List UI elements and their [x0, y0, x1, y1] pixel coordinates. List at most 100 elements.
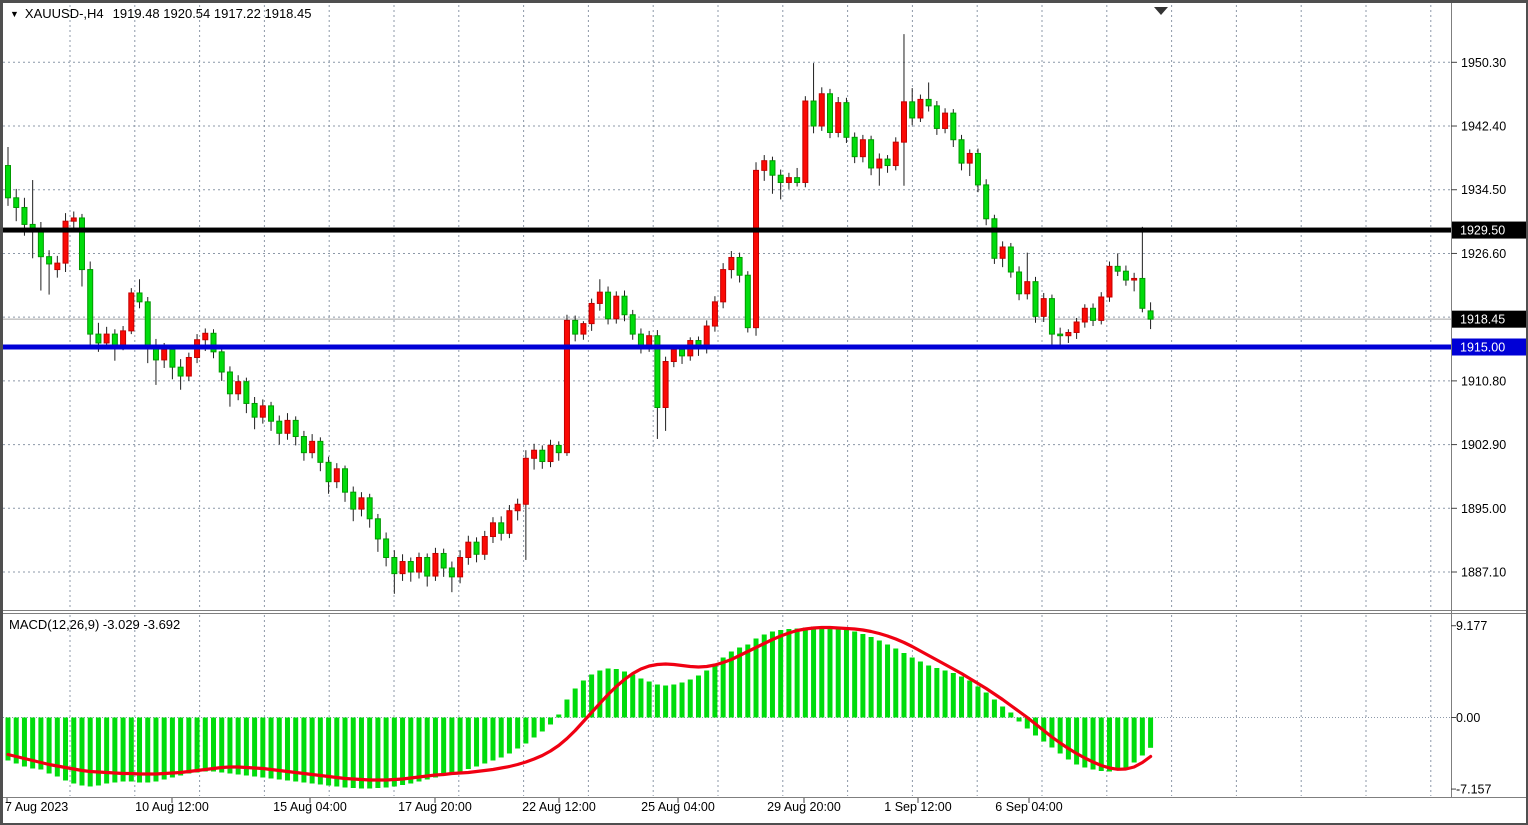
macd-bar	[367, 717, 373, 789]
candle	[268, 401, 275, 431]
macd-bar	[934, 668, 940, 718]
candle	[1131, 272, 1138, 292]
candle	[621, 290, 628, 322]
candle	[317, 437, 324, 472]
candle	[547, 439, 554, 468]
hline-1929.50[interactable]	[2, 227, 1451, 233]
macd-bar	[786, 629, 792, 718]
macd-bar	[112, 717, 118, 783]
macd-bar	[1123, 717, 1129, 768]
macd-bar	[235, 717, 241, 775]
candle	[218, 347, 225, 381]
candle	[259, 399, 266, 424]
candle	[136, 279, 143, 309]
macd-bar	[432, 717, 438, 778]
macd-bar	[1082, 717, 1088, 768]
macd-bar	[243, 717, 249, 776]
macd-bar	[515, 717, 521, 749]
candle	[859, 134, 866, 163]
candle	[777, 169, 784, 200]
candles-layer	[5, 34, 1154, 594]
candle	[325, 456, 332, 494]
candle	[580, 321, 587, 340]
candle	[925, 82, 932, 112]
macd-bar	[663, 685, 669, 718]
macd-bar	[580, 680, 586, 718]
candle	[62, 213, 69, 272]
candle	[416, 552, 422, 579]
macd-bar	[983, 692, 989, 718]
chart-ohlc-values: 1919.48 1920.54 1917.22 1918.45	[112, 6, 312, 21]
candle	[942, 108, 949, 134]
candle	[761, 155, 768, 181]
macd-bar	[769, 631, 775, 718]
macd-bar	[87, 717, 93, 787]
macd-axis-label: -7.157	[1456, 783, 1491, 797]
macd-bar	[482, 717, 488, 764]
macd-bar	[1139, 717, 1145, 756]
price-axis-label: 1910.80	[1461, 374, 1506, 388]
macd-bar	[424, 717, 430, 780]
candle	[350, 486, 357, 522]
chart-title: ▼ XAUUSD-,H4 1919.48 1920.54 1917.22 191…	[10, 6, 311, 21]
macd-bar	[852, 631, 858, 718]
candle	[292, 416, 299, 446]
macd-signal-line	[6, 625, 1153, 782]
macd-bar	[474, 717, 480, 767]
candle	[383, 532, 390, 567]
hlines-layer[interactable]	[2, 227, 1451, 350]
hline-1915.00[interactable]	[2, 344, 1451, 350]
macd-bar	[704, 670, 710, 718]
candle	[1147, 302, 1154, 330]
macd-bar	[465, 717, 471, 769]
candle	[744, 271, 751, 333]
candle	[810, 63, 817, 134]
candle	[851, 132, 858, 164]
macd-bar	[54, 717, 60, 777]
macd-bar	[326, 717, 332, 786]
candle	[46, 250, 53, 295]
macd-bar	[1090, 717, 1096, 770]
macd-bar	[161, 717, 167, 780]
macd-bar	[5, 717, 11, 761]
macd-bar	[391, 717, 397, 787]
macd-bar	[893, 648, 899, 718]
macd-bar	[293, 717, 299, 782]
macd-bar	[400, 717, 406, 785]
macd-bar	[942, 670, 948, 718]
candle	[802, 96, 809, 188]
candle	[177, 359, 184, 390]
last-bar-marker-icon	[1154, 7, 1168, 15]
hline-price-badge: 1929.50	[1452, 221, 1526, 239]
macd-bar	[802, 627, 808, 718]
candle	[424, 553, 431, 587]
price-axis-label: 1887.10	[1461, 566, 1506, 580]
candle	[185, 352, 192, 381]
macd-bar	[671, 684, 677, 718]
macd-bar	[38, 717, 44, 770]
candle	[769, 156, 776, 194]
price-axis[interactable]	[1452, 2, 1528, 825]
macd-bar	[959, 676, 965, 718]
candle	[1007, 242, 1014, 278]
candle	[506, 505, 513, 539]
candle	[128, 288, 135, 335]
price-axis-label: 1895.00	[1461, 502, 1506, 516]
candle	[966, 149, 973, 177]
macd-bar	[284, 717, 290, 781]
macd-bar	[811, 626, 817, 718]
macd-bar	[622, 671, 627, 718]
macd-bar	[1148, 717, 1154, 748]
time-axis[interactable]	[2, 798, 1528, 825]
macd-bar	[876, 640, 882, 718]
candle	[210, 329, 217, 359]
candle	[440, 548, 447, 577]
macd-bar	[794, 628, 800, 718]
price-axis-label: 1902.90	[1461, 438, 1506, 452]
candle	[736, 252, 743, 283]
candle	[728, 251, 735, 279]
macd-bar	[572, 688, 578, 718]
candle	[276, 415, 283, 445]
